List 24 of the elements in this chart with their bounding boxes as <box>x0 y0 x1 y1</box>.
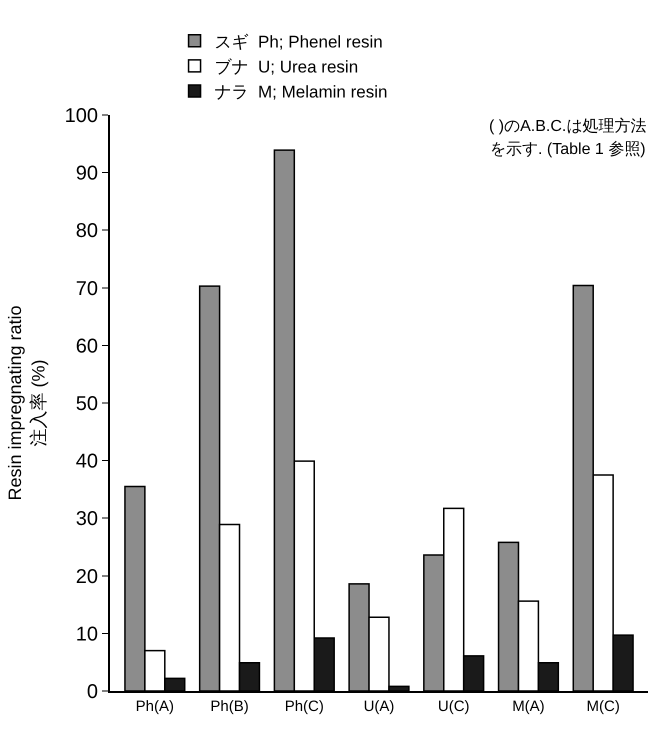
legend-label: ナラ M; Melamin resin <box>214 82 388 102</box>
y-axis-title: Resin impregnating ratio 注入率 (%) <box>4 305 48 501</box>
y-tick-label: 80 <box>76 220 98 242</box>
y-tick-label: 60 <box>76 335 98 358</box>
x-tick-label: Ph(B) <box>210 698 249 715</box>
y-tick-label: 50 <box>76 393 98 415</box>
y-tick-label: 20 <box>76 566 98 588</box>
annotation: ( )のA.B.C.は処理方法 <box>489 117 646 135</box>
x-tick-label: U(C) <box>438 698 470 715</box>
y-tick-label: 70 <box>76 278 98 300</box>
legend-label: ブナ U; Urea resin <box>214 58 358 77</box>
x-tick-label: Ph(A) <box>136 698 174 715</box>
y-tick-label: 40 <box>76 450 98 473</box>
x-tick-label: Ph(C) <box>284 698 324 715</box>
x-tick-label: M(C) <box>586 698 620 715</box>
y-tick-label: 90 <box>76 162 98 185</box>
annotation: を示す. (Table 1 参照) <box>490 140 646 158</box>
y-tick-label: 0 <box>86 681 98 703</box>
y-tick-label: 10 <box>76 623 98 646</box>
legend-label: スギ Ph; Phenel resin <box>214 32 383 52</box>
x-tick-label: U(A) <box>364 698 394 715</box>
y-tick-label: 100 <box>64 105 98 127</box>
x-tick-label: M(A) <box>512 698 545 715</box>
y-tick-label: 30 <box>76 508 98 530</box>
